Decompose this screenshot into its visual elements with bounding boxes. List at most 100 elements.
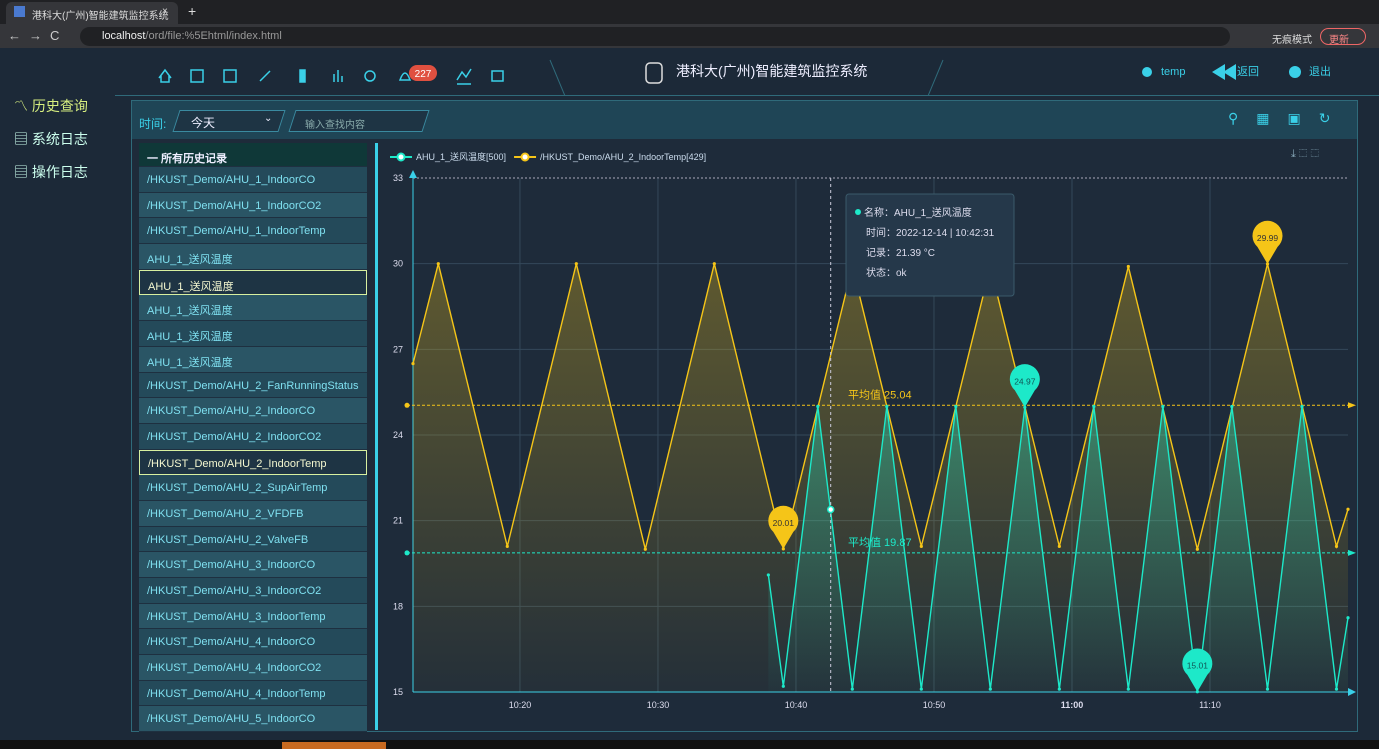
list-item[interactable]: AHU_1_送风温度 (139, 295, 367, 322)
tooltip-status: 状态：ok (866, 266, 908, 279)
data-point (1195, 690, 1199, 694)
data-point (1057, 687, 1061, 691)
browser-tab[interactable]: 港科大(广州)智能建筑监控系统 × (6, 2, 178, 24)
header-decor: 227 港科大(广州)智能建筑监控系统 temp 返回 退出 (158, 59, 1331, 96)
x-tick-label: 10:40 (785, 700, 808, 710)
y-tick-label: 15 (393, 687, 403, 697)
header-icons[interactable] (158, 68, 504, 85)
list-item[interactable]: /HKUST_Demo/AHU_3_IndoorCO (139, 552, 367, 578)
alarm-badge: 227 (415, 69, 432, 80)
y-tick-label: 24 (393, 430, 403, 440)
sidebar-item[interactable]: 〽 历史查询 (14, 98, 88, 114)
list-item[interactable]: AHU_1_送风温度 (139, 321, 367, 347)
time-value: 今天 (191, 116, 216, 130)
data-point (574, 262, 578, 266)
marker-pin (1009, 364, 1040, 408)
list-item[interactable]: /HKUST_Demo/AHU_4_IndoorTemp (139, 680, 367, 707)
data-point (1230, 404, 1234, 409)
list-item[interactable]: /HKUST_Demo/AHU_1_IndoorTemp (139, 218, 367, 245)
average-start (404, 550, 410, 556)
list-item[interactable]: /HKUST_Demo/AHU_2_SupAirTemp (139, 475, 367, 501)
data-point (1334, 687, 1339, 691)
data-point (1334, 544, 1339, 548)
tool-icons[interactable]: ⚲▦▣↻ (1228, 110, 1349, 126)
data-point (919, 544, 923, 548)
data-point (1300, 404, 1304, 409)
list-item[interactable]: /HKUST_Demo/AHU_2_IndoorCO2 (139, 423, 367, 450)
new-tab[interactable]: + (188, 3, 197, 19)
marker-label: 29.99 (1257, 233, 1279, 243)
average-label: 平均值 19.87 (848, 536, 912, 549)
data-point (436, 262, 440, 266)
data-point (1057, 544, 1061, 548)
search-placeholder: 输入查找内容 (305, 120, 365, 131)
list-item[interactable]: /HKUST_Demo/AHU_2_IndoorTemp (139, 449, 367, 476)
data-point (919, 687, 923, 691)
user-name[interactable]: temp (1161, 66, 1185, 78)
series-area (768, 406, 1348, 692)
list-item[interactable]: /HKUST_Demo/AHU_2_ValveFB (139, 526, 367, 553)
list-item[interactable]: AHU_1_送风温度 (139, 269, 367, 296)
tab-bar (0, 0, 1379, 24)
tooltip-dot (855, 209, 861, 215)
splitter[interactable] (375, 143, 378, 730)
list-item[interactable]: /HKUST_Demo/AHU_3_IndoorTemp (139, 603, 367, 630)
favicon (14, 6, 25, 17)
sidebar-item[interactable]: ▤ 系统日志 (14, 131, 88, 147)
time-label: 时间: (139, 117, 167, 131)
list-item[interactable]: /HKUST_Demo/AHU_5_IndoorCO (139, 706, 367, 733)
data-point (988, 687, 992, 691)
data-point (1265, 262, 1270, 266)
y-tick-label: 27 (393, 344, 403, 354)
data-point (505, 544, 509, 548)
nav-buttons[interactable]: ←→C (8, 28, 68, 43)
data-point (1265, 687, 1270, 691)
data-point (1126, 687, 1130, 691)
update-button[interactable]: 更新 (1320, 28, 1366, 46)
logout-button[interactable]: 退出 (1309, 64, 1331, 78)
data-point (766, 573, 770, 577)
list-item[interactable]: /HKUST_Demo/AHU_2_VFDFB (139, 500, 367, 527)
legend-label: /HKUST_Demo/AHU_2_IndoorTemp[429] (540, 152, 706, 162)
url-field[interactable]: localhost/ord/file:%5Ehtml/index.html (80, 27, 1230, 46)
list-item[interactable]: AHU_1_送风温度 (139, 244, 367, 270)
data-point (850, 687, 854, 691)
list-item[interactable]: /HKUST_Demo/AHU_4_IndoorCO (139, 629, 367, 656)
list-item[interactable]: /HKUST_Demo/AHU_1_IndoorCO (139, 167, 367, 193)
list-item[interactable]: /HKUST_Demo/AHU_1_IndoorCO2 (139, 192, 367, 219)
hover-point (826, 505, 835, 514)
tab-title: 港科大(广州)智能建筑监控系统 (32, 11, 169, 22)
y-tick-label: 18 (393, 601, 403, 611)
data-point (954, 404, 958, 409)
tooltip-record: 记录：21.39 °C (866, 247, 935, 259)
sidebar-label: 操作日志 (31, 164, 88, 180)
sidebar-label: 历史查询 (31, 98, 88, 114)
chart-tools[interactable]: ⤓ ⬚ ⬚ (1291, 148, 1319, 160)
incognito: 无痕模式 (1272, 35, 1312, 46)
legend-label: AHU_1_送风温度[500] (416, 151, 506, 162)
list-item[interactable]: AHU_1_送风温度 (139, 346, 367, 373)
list-item[interactable]: /HKUST_Demo/AHU_2_FanRunningStatus (139, 372, 367, 399)
list-item[interactable]: /HKUST_Demo/AHU_3_IndoorCO2 (139, 578, 367, 604)
app-title: 港科大(广州)智能建筑监控系统 (676, 63, 867, 79)
list-item[interactable]: /HKUST_Demo/AHU_4_IndoorCO2 (139, 655, 367, 681)
sidebar-item[interactable]: ▤ 操作日志 (14, 164, 88, 180)
data-point (816, 404, 820, 409)
list-item[interactable]: /HKUST_Demo/AHU_2_IndoorCO (139, 398, 367, 424)
marker-label: 20.01 (773, 518, 795, 528)
list-header: 一 所有历史记录 (139, 143, 367, 167)
taskbar-item[interactable] (282, 742, 386, 749)
marker-pin (1182, 648, 1213, 692)
average-arrow (1348, 549, 1356, 556)
marker-pin (768, 505, 799, 549)
marker-label: 24.97 (1014, 376, 1036, 386)
tab-close[interactable]: × (162, 6, 168, 17)
url-path: /ord/file:%5Ehtml/index.html (145, 30, 282, 42)
back-button[interactable]: 返回 (1237, 65, 1259, 78)
data-point (885, 404, 889, 409)
tooltip-time: 时间：2022-12-14 | 10:42:31 (866, 226, 995, 239)
data-point (781, 684, 785, 688)
data-point (1346, 616, 1350, 620)
marker-label: 15.01 (1187, 661, 1209, 671)
